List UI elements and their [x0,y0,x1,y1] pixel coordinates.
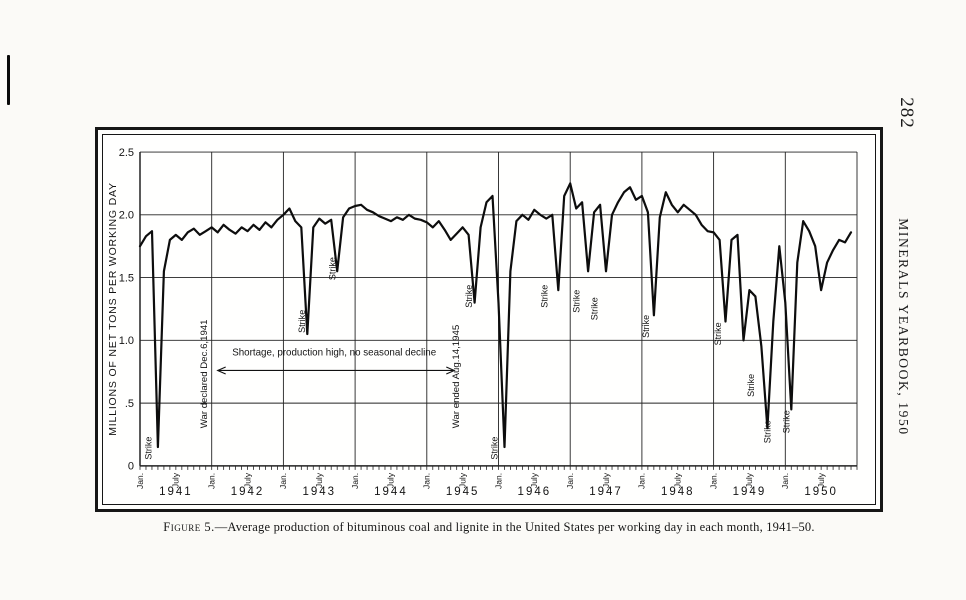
svg-text:Strike: Strike [746,374,756,397]
svg-text:1945: 1945 [446,486,480,498]
svg-text:Strike: Strike [464,285,474,308]
svg-text:Shortage, production high, no: Shortage, production high, no seasonal d… [232,347,437,358]
production-chart: 0 .5 1.0 1.5 2.0 2.5 MILLIONS OF NET TONS PER … [107,147,858,498]
figure-inner-frame: 0 .5 1.0 1.5 2.0 2.5 MILLIONS OF NET TONS PER … [102,134,876,505]
figure-caption-label: Figure 5. [163,520,215,534]
svg-text:Strike: Strike [540,285,550,308]
figure-frame: 0 .5 1.0 1.5 2.0 2.5 MILLIONS OF NET TONS PER … [95,127,883,512]
svg-text:Strike: Strike [762,420,772,443]
svg-text:1944: 1944 [374,486,408,498]
svg-text:July: July [242,472,252,488]
svg-text:July: July [314,472,324,488]
svg-text:Jan.: Jan. [637,473,647,489]
svg-text:1949: 1949 [733,486,767,498]
svg-text:July: July [744,472,754,488]
svg-text:1941: 1941 [159,486,193,498]
svg-text:1950: 1950 [804,486,838,498]
svg-text:Jan.: Jan. [565,473,575,489]
svg-text:.5: .5 [125,398,134,410]
svg-text:July: July [171,472,181,488]
page-number: 282 [896,97,917,129]
svg-text:July: July [816,472,826,488]
svg-text:Strike: Strike [489,437,499,460]
svg-text:Strike: Strike [572,290,582,313]
figure-caption-text: —Average production of bituminous coal a… [214,520,815,534]
svg-text:Jan.: Jan. [422,473,432,489]
svg-text:Jan.: Jan. [207,473,217,489]
svg-text:Jan.: Jan. [708,473,718,489]
svg-text:Strike: Strike [641,315,651,338]
svg-text:July: July [673,472,683,488]
svg-text:1948: 1948 [661,486,695,498]
scan-artifact-line [7,55,10,105]
annotations: Shortage, production high, no seasonal d… [143,257,791,460]
svg-text:1947: 1947 [589,486,623,498]
svg-text:2.5: 2.5 [119,147,134,159]
svg-text:1943: 1943 [302,486,336,498]
svg-text:Strike: Strike [590,297,600,320]
svg-text:July: July [601,472,611,488]
svg-text:1.5: 1.5 [119,272,134,284]
svg-text:1942: 1942 [231,486,265,498]
svg-text:Strike: Strike [713,322,723,345]
running-header: MINERALS YEARBOOK, 1950 [896,218,911,436]
svg-text:1946: 1946 [518,486,552,498]
svg-text:Jan.: Jan. [350,473,360,489]
x-axis: Jan. July Jan. July Jan. July Jan. July Jan. July… [135,465,858,498]
svg-text:2.0: 2.0 [119,210,134,222]
grid [139,151,858,467]
y-axis-title: MILLIONS OF NET TONS PER WORKING DAY [107,182,119,436]
figure-caption: Figure 5.—Average production of bitumino… [95,520,883,535]
svg-text:Jan.: Jan. [493,473,503,489]
svg-text:Strike: Strike [143,437,153,460]
svg-text:War declared Dec.6,1941: War declared Dec.6,1941 [199,319,210,428]
svg-text:July: July [529,472,539,488]
svg-text:1.0: 1.0 [119,335,134,347]
svg-text:Jan.: Jan. [278,473,288,489]
svg-text:Strike: Strike [327,257,337,280]
svg-text:War ended Aug.14,1945: War ended Aug.14,1945 [451,325,462,428]
svg-text:Strike: Strike [297,310,307,333]
svg-text:July: July [386,472,396,488]
svg-text:Jan.: Jan. [135,473,145,489]
svg-text:Strike: Strike [781,410,791,433]
svg-text:Jan.: Jan. [780,473,790,489]
svg-text:0: 0 [128,461,134,473]
series-line [138,182,853,449]
svg-text:July: July [457,472,467,488]
